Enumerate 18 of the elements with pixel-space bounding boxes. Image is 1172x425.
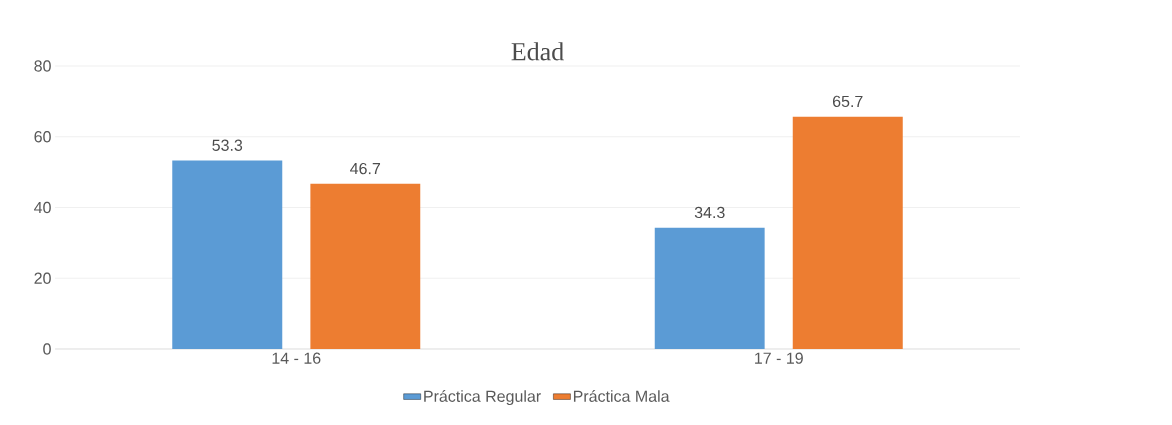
x-tick-label: 14 - 16 — [272, 352, 321, 364]
data-label: 34.3 — [694, 206, 725, 219]
y-tick-label: 40 — [34, 201, 51, 214]
chart-title: Edad — [511, 42, 564, 61]
y-tick-label: 80 — [34, 60, 51, 72]
x-tick-label: 17 - 19 — [755, 352, 803, 364]
legend-label: Práctica Mala — [573, 389, 670, 402]
data-label: 53.3 — [212, 139, 243, 151]
bar — [172, 160, 283, 349]
y-tick-label: 60 — [34, 131, 51, 143]
bar — [310, 183, 421, 349]
bar — [792, 116, 903, 349]
bar — [654, 227, 765, 349]
y-tick-label: 0 — [43, 343, 51, 355]
legend-label: Práctica Regular — [424, 389, 541, 406]
y-tick-label: 20 — [34, 272, 51, 284]
data-label: 65.7 — [833, 95, 863, 108]
data-label: 46.7 — [350, 162, 381, 175]
